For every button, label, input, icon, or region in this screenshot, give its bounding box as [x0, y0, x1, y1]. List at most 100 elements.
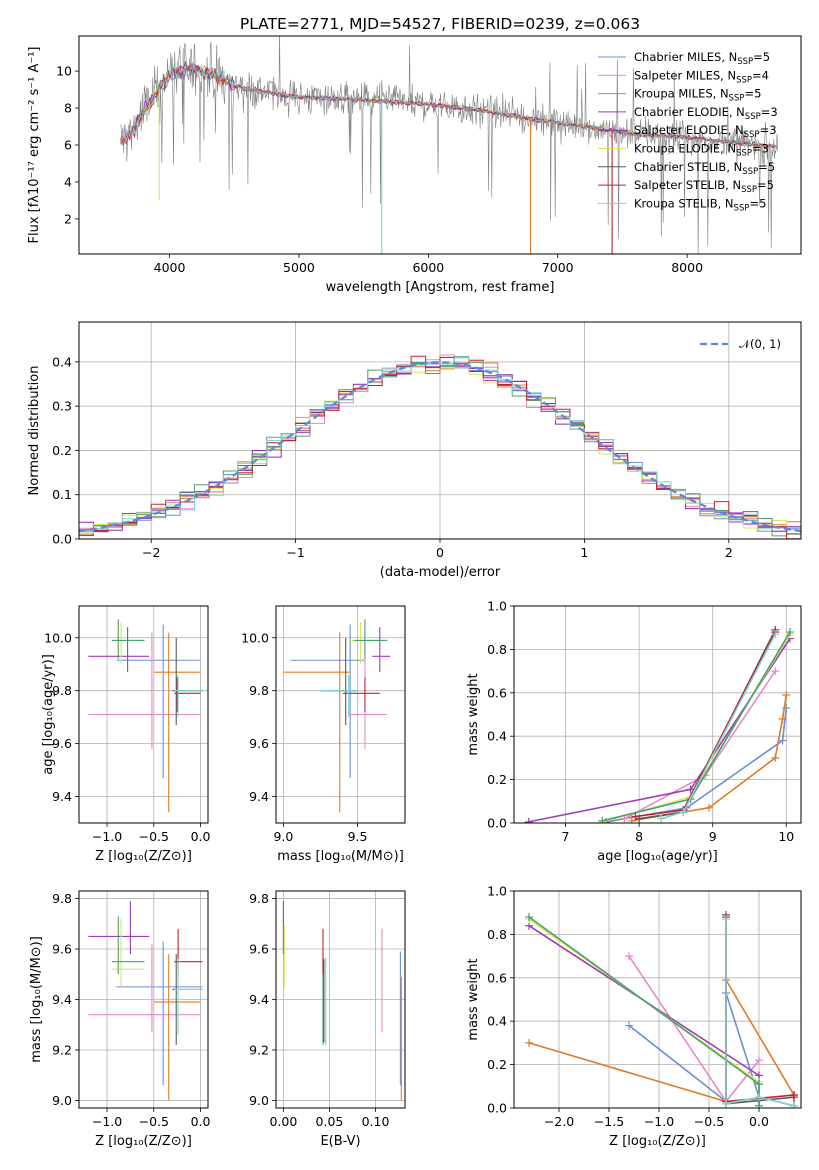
mass-weight-marker: [722, 1099, 730, 1108]
axes-frame: [78, 321, 802, 540]
y-tick-label: 9.2: [249, 1042, 269, 1057]
x-tick-label: 9.0: [273, 829, 293, 844]
mass-weight-series: [524, 625, 794, 823]
mass-weight-vs-age-panel: 7 8 9 10 0.0 0.2 0.4 0.6 0.8 1.0 age [log₁₀(age/yr…: [466, 599, 802, 864]
x-axis-label: mass [log₁₀(M/M⊙)]: [277, 849, 404, 864]
mass-weight-marker: [631, 812, 640, 821]
y-tick-label: 0.0: [487, 816, 507, 831]
residual-histogram-panel: −2 −1 0 1 2 0.0 0.1 0.2 0.3 0.4 (data-model)/error…: [27, 321, 802, 580]
x-tick-label: −2: [142, 545, 160, 560]
legend-label-sub: SSP: [729, 94, 745, 104]
mass-weight-line: [725, 917, 795, 1103]
error-crosses: [282, 901, 402, 1101]
error-crosses: [88, 619, 203, 813]
mass-weight-line: [624, 670, 776, 820]
mass-weight-marker: [771, 753, 780, 762]
mass-weight-marker: [771, 667, 780, 676]
mass-weight-line: [528, 925, 760, 1106]
legend-label-main: Kroupa ELODIE, N: [634, 142, 736, 156]
mass-weight-marker: [722, 915, 730, 924]
legend-label-main: Chabrier MILES, N: [634, 50, 737, 64]
legend-label-sub: SSP: [744, 130, 760, 140]
x-tick-label: 5000: [283, 260, 315, 275]
legend-label-main: Chabrier ELODIE, N: [634, 105, 745, 119]
x-tick-label: 8000: [671, 260, 703, 275]
legend-label-tail: =5: [757, 178, 774, 192]
y-tick-label: 8: [64, 101, 72, 116]
x-tick-label: 0.0: [191, 1114, 211, 1129]
x-tick-label: 4000: [154, 260, 186, 275]
age-vs-metallicity-panel: −1.0 −0.5 0.0 9.4 9.6 9.8 10.0 Z [log₁₀(Z/Z⊙)] a…: [41, 605, 211, 864]
histograms: [79, 354, 801, 539]
mass-vs-metallicity-panel: −1.0 −0.5 0.0 9.0 9.2 9.4 9.6 9.8 Z [log₁₀(Z/Z⊙)…: [29, 890, 211, 1149]
y-axis-label: mass weight: [466, 958, 481, 1040]
x-tick-label: 8: [635, 829, 643, 844]
figure-title: PLATE=2771, MJD=54527, FIBERID=0239, z=0…: [240, 15, 640, 33]
spectrum-lines: [120, 36, 778, 254]
y-tick-label: 9.8: [52, 891, 72, 906]
legend-label-sub: SSP: [741, 185, 757, 195]
y-tick-label: 9.2: [52, 1042, 72, 1057]
legend-label: Chabrier ELODIE, NSSP=3: [634, 105, 778, 122]
x-tick-label: 0.10: [362, 1114, 390, 1129]
y-tick-label: 9.0: [52, 1093, 72, 1108]
mass-weight-line: [602, 633, 791, 823]
mass-weight-marker: [755, 1101, 763, 1108]
x-tick-label: 6000: [412, 260, 444, 275]
x-tick-label: 0.05: [316, 1114, 344, 1129]
x-tick-label: 10: [778, 829, 794, 844]
x-tick-label: −1.5: [594, 1114, 624, 1129]
mass-weight-marker: [679, 808, 688, 817]
x-axis-label: Z [log₁₀(Z/Z⊙)]: [95, 849, 192, 864]
y-axis-label: Flux [fλ10⁻¹⁷ erg cm⁻² s⁻¹ A⁻¹]: [27, 47, 42, 244]
legend-label-main: Kroupa STELIB, N: [634, 196, 734, 210]
legend-label: Kroupa ELODIE, NSSP=3: [634, 142, 769, 159]
y-tick-label: 0.4: [487, 729, 507, 744]
axes-frame: [275, 605, 406, 824]
axes-frame: [275, 890, 406, 1109]
y-tick-label: 0.8: [487, 642, 507, 657]
x-tick-label: −1.0: [92, 1114, 122, 1129]
legend-label-tail: =5: [753, 50, 770, 64]
y-tick-label: 9.4: [249, 992, 269, 1007]
x-tick-label: 9.5: [348, 829, 368, 844]
mass-weight-marker: [785, 628, 794, 637]
y-axis-label: mass weight: [466, 673, 481, 755]
y-tick-label: 0.4: [487, 1014, 507, 1029]
x-tick-label: 0.0: [749, 1114, 769, 1129]
y-tick-label: 9.8: [249, 891, 269, 906]
mass-weight-line: [638, 629, 776, 820]
y-tick-label: 9.0: [249, 1093, 269, 1108]
y-tick-label: 0.0: [52, 532, 72, 547]
residual-histogram: [79, 357, 801, 534]
y-tick-label: 0.6: [487, 685, 507, 700]
mass-weight-marker: [755, 1093, 763, 1102]
y-tick-label: 9.8: [249, 683, 269, 698]
axes-frame: [78, 890, 209, 1109]
y-tick-label: 0.4: [52, 354, 72, 369]
x-tick-label: 9: [709, 829, 717, 844]
spectrum-panel: 4000 5000 6000 7000 8000 2 4 6 8 10 wavelength [An…: [27, 35, 802, 295]
legend-label-tail: =5: [758, 160, 775, 174]
x-tick-label: −0.5: [694, 1114, 724, 1129]
legend-label-tail: =3: [760, 123, 777, 137]
x-axis-label: E(B-V): [320, 1134, 360, 1149]
axes-frame: [513, 605, 802, 824]
mass-weight-marker: [778, 714, 787, 723]
x-tick-label: 7000: [542, 260, 574, 275]
legend-label-main: Kroupa MILES, N: [634, 87, 729, 101]
mass-weight-marker: [755, 1080, 763, 1089]
y-tick-label: 0.0: [487, 1101, 507, 1116]
legend-label: 𝒩(0, 1): [739, 337, 781, 351]
x-tick-label: −0.5: [139, 1114, 169, 1129]
mass-weight-series: [525, 910, 798, 1108]
y-tick-label: 10: [56, 64, 72, 79]
y-axis-label: mass [log₁₀(M/M⊙)]: [29, 936, 44, 1063]
mass-weight-marker: [625, 952, 633, 961]
y-axis-label: Normed distribution: [27, 366, 42, 496]
mass-weight-marker: [525, 913, 533, 922]
y-tick-label: 9.4: [52, 789, 72, 804]
mass-weight-marker: [778, 736, 787, 745]
mass-weight-marker: [705, 803, 714, 812]
